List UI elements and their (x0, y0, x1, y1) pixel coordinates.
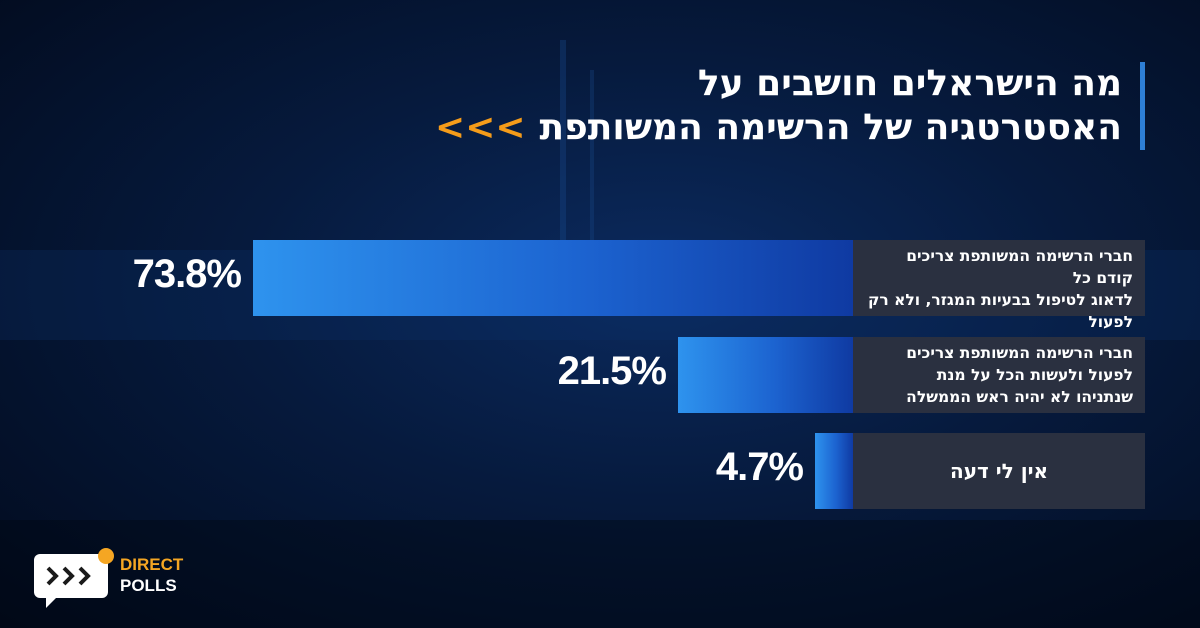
value-label: 4.7% (715, 445, 804, 489)
speech-bubble-tail (46, 596, 58, 608)
value-label: 73.8% (132, 252, 242, 296)
category-label-line: חברי הרשימה המשותפת צריכים (906, 344, 1133, 362)
logo-text: DIRECT POLLS (120, 554, 183, 596)
category-label-line: שנתניהו לא יהיה ראש הממשלה (906, 388, 1133, 406)
chevrons-icon: <<< (435, 107, 526, 148)
category-label-line: לדאוג לטיפול בבעיות המגזר, ולא רק לפעול (867, 291, 1133, 331)
bar (815, 433, 853, 509)
arrows-icon (46, 566, 91, 586)
logo-line-1: DIRECT (120, 555, 184, 574)
title-line-2: האסטרטגיה של הרשימה המשותפת <<< (435, 106, 1122, 150)
bar (678, 337, 853, 413)
category-label: אין לי דעה (853, 433, 1145, 509)
value-label: 21.5% (557, 349, 667, 393)
bar-row: 73.8% חברי הרשימה המשותפת צריכים קודם כל ל… (113, 240, 1145, 375)
chart-title: מה הישראלים חושבים על האסטרטגיה של הרשימ… (435, 62, 1145, 150)
speech-bubble-icon (34, 554, 108, 598)
category-label-line: אין לי דעה (949, 459, 1049, 483)
title-line-1: מה הישראלים חושבים על (697, 63, 1122, 104)
bar-row: 4.7% אין לי דעה (675, 433, 1145, 509)
direct-polls-logo: DIRECT POLLS (34, 548, 234, 614)
category-label: חברי הרשימה המשותפת צריכים קודם כל לדאוג … (853, 240, 1145, 375)
logo-dot (98, 548, 114, 564)
category-label-line: חברי הרשימה המשותפת צריכים קודם כל (906, 247, 1133, 287)
logo-line-2: POLLS (120, 576, 177, 595)
title-line-2-text: האסטרטגיה של הרשימה המשותפת (539, 107, 1122, 148)
bar-row: 21.5% חברי הרשימה המשותפת צריכים לפעול ולע… (538, 337, 1145, 413)
bar (253, 240, 853, 316)
category-label-line: לפעול ולעשות הכל על מנת (936, 366, 1133, 384)
category-label: חברי הרשימה המשותפת צריכים לפעול ולעשות ה… (853, 337, 1145, 413)
